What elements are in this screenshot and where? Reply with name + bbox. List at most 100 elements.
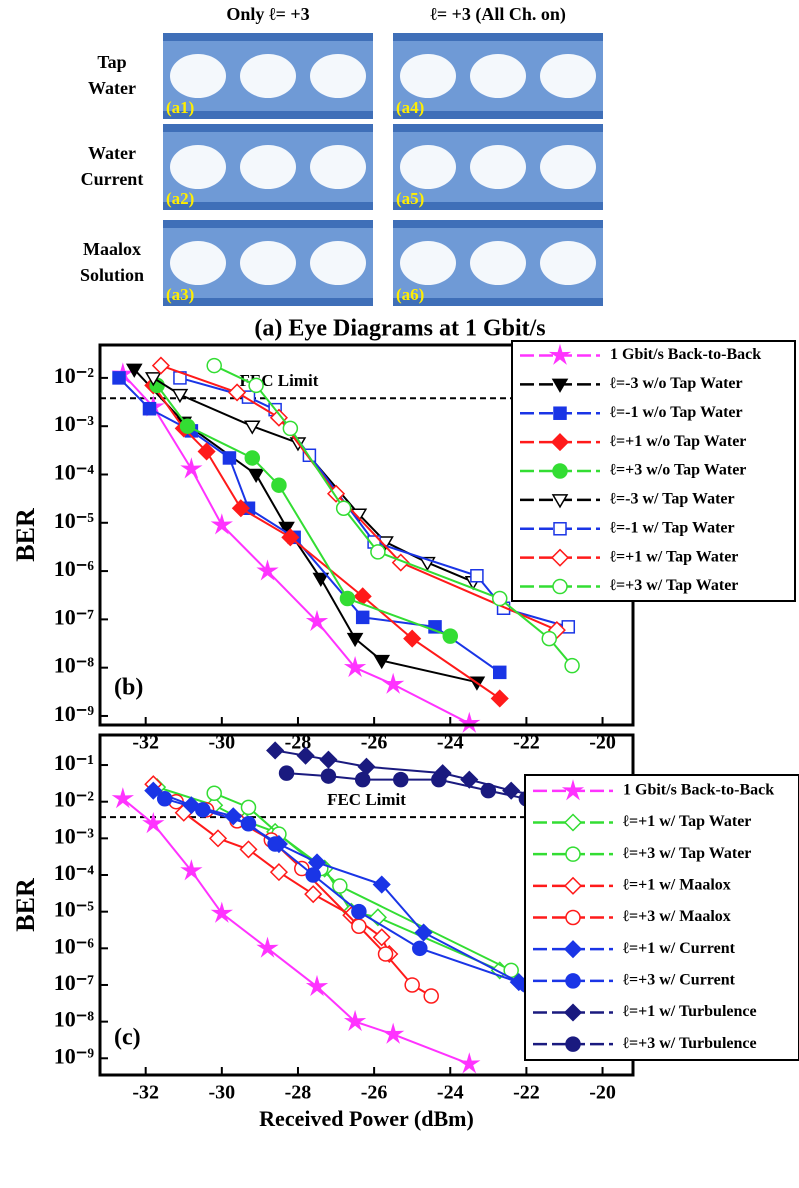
eye-opening — [470, 145, 526, 189]
y-tick-label: 10⁻⁷ — [54, 970, 95, 995]
eye-tag: (a5) — [396, 189, 424, 208]
eye-opening — [470, 241, 526, 285]
data-point — [268, 837, 282, 851]
y-tick-label: 10⁻² — [54, 363, 95, 388]
eye-opening — [170, 54, 226, 98]
y-tick-label: 10⁻⁵ — [54, 508, 95, 533]
data-point — [196, 803, 210, 817]
data-point — [413, 941, 427, 955]
y-tick-label: 10⁻³ — [54, 411, 95, 436]
data-point — [321, 769, 335, 783]
row-label: Solution — [80, 265, 144, 285]
legend-label: ℓ=+1 w/ Current — [623, 940, 736, 957]
eye-tag: (a4) — [396, 98, 424, 117]
data-point — [143, 403, 155, 415]
y-tick-label: 10⁻⁶ — [54, 556, 95, 581]
data-point — [424, 989, 438, 1003]
column-header: ℓ= +3 (All Ch. on) — [430, 4, 566, 25]
series-line — [161, 366, 557, 631]
y-tick-label: 10⁻⁵ — [54, 897, 95, 922]
legend-label: ℓ=+3 w/ Current — [623, 972, 736, 989]
legend-label: ℓ=-3 w/o Tap Water — [610, 375, 743, 392]
legend-label: ℓ=+1 w/ Maalox — [623, 877, 731, 894]
x-axis-title: Received Power (dBm) — [259, 1106, 474, 1131]
x-tick-label: -24 — [437, 1082, 464, 1104]
data-point — [379, 947, 393, 961]
row-label: Tap — [97, 52, 126, 72]
legend-label: ℓ=+1 w/o Tap Water — [610, 433, 746, 450]
y-tick-label: 10⁻⁶ — [54, 933, 95, 958]
data-point — [356, 773, 370, 787]
panel-label: (b) — [114, 675, 143, 701]
data-point — [357, 611, 369, 623]
row-label: Water — [88, 78, 136, 98]
data-point — [471, 570, 483, 582]
data-point — [173, 390, 187, 402]
legend-label: ℓ=+3 w/ Turbulence — [623, 1035, 757, 1052]
y-axis-title: BER — [11, 878, 40, 932]
data-point — [249, 378, 263, 392]
data-point — [223, 452, 235, 464]
data-point — [493, 592, 507, 606]
eye-tag: (a3) — [166, 285, 194, 304]
column-header: Only ℓ= +3 — [226, 4, 309, 24]
eye-opening — [400, 241, 456, 285]
eye-opening — [240, 241, 296, 285]
eye-opening — [240, 54, 296, 98]
legend-label: ℓ=+3 w/ Tap Water — [610, 577, 738, 594]
data-point — [240, 841, 256, 857]
data-point — [283, 421, 297, 435]
data-point — [306, 868, 320, 882]
data-point — [245, 451, 259, 465]
x-tick-label: -20 — [589, 1082, 616, 1104]
x-tick-label: -28 — [285, 1082, 312, 1104]
data-point — [337, 501, 351, 515]
legend-label: ℓ=+3 w/ Maalox — [623, 908, 731, 925]
data-point — [565, 659, 579, 673]
eye-opening — [170, 241, 226, 285]
x-tick-label: -22 — [513, 1082, 540, 1104]
data-point — [340, 592, 354, 606]
data-point — [481, 784, 495, 798]
legend-marker — [566, 847, 580, 861]
data-point — [432, 773, 446, 787]
panel-label: (c) — [114, 1025, 141, 1051]
data-point — [492, 690, 508, 706]
data-point — [272, 478, 286, 492]
legend-marker — [566, 911, 580, 925]
eye-opening — [540, 241, 596, 285]
x-tick-label: -32 — [132, 1082, 159, 1104]
eye-tag: (a1) — [166, 98, 194, 117]
data-point — [145, 815, 162, 831]
data-point — [271, 864, 287, 880]
data-point — [210, 830, 226, 846]
data-point — [405, 978, 419, 992]
legend-label: ℓ=+1 w/ Turbulence — [623, 1003, 757, 1020]
data-point — [280, 766, 294, 780]
y-tick-label: 10⁻³ — [54, 823, 95, 848]
legend-marker — [553, 464, 567, 478]
y-tick-label: 10⁻⁴ — [54, 460, 95, 485]
series-line — [134, 369, 477, 682]
legend-marker — [553, 580, 567, 594]
data-point — [333, 879, 347, 893]
figure: Only ℓ= +3 ℓ= +3 (All Ch. on) Tap Water (a1)… — [0, 0, 799, 1188]
data-point — [461, 714, 478, 730]
y-tick-label: 10⁻⁸ — [54, 1007, 95, 1032]
legend-label: 1 Gbit/s Back-to-Back — [623, 782, 774, 799]
y-tick-label: 10⁻⁹ — [54, 701, 95, 726]
data-point — [241, 800, 255, 814]
series-line — [119, 378, 500, 672]
data-point — [461, 1055, 478, 1071]
eye-opening — [540, 54, 596, 98]
data-point — [385, 1025, 402, 1041]
data-point — [249, 469, 263, 481]
row-label: Water — [88, 143, 136, 163]
data-point — [207, 786, 221, 800]
legend-label: ℓ=+1 w/ Tap Water — [610, 548, 738, 565]
eye-opening — [400, 54, 456, 98]
data-point — [267, 742, 283, 758]
caption: (a) Eye Diagrams at 1 Gbit/s — [254, 316, 545, 342]
x-tick-label: -26 — [361, 1082, 388, 1104]
legend-label: ℓ=-1 w/o Tap Water — [610, 404, 743, 421]
